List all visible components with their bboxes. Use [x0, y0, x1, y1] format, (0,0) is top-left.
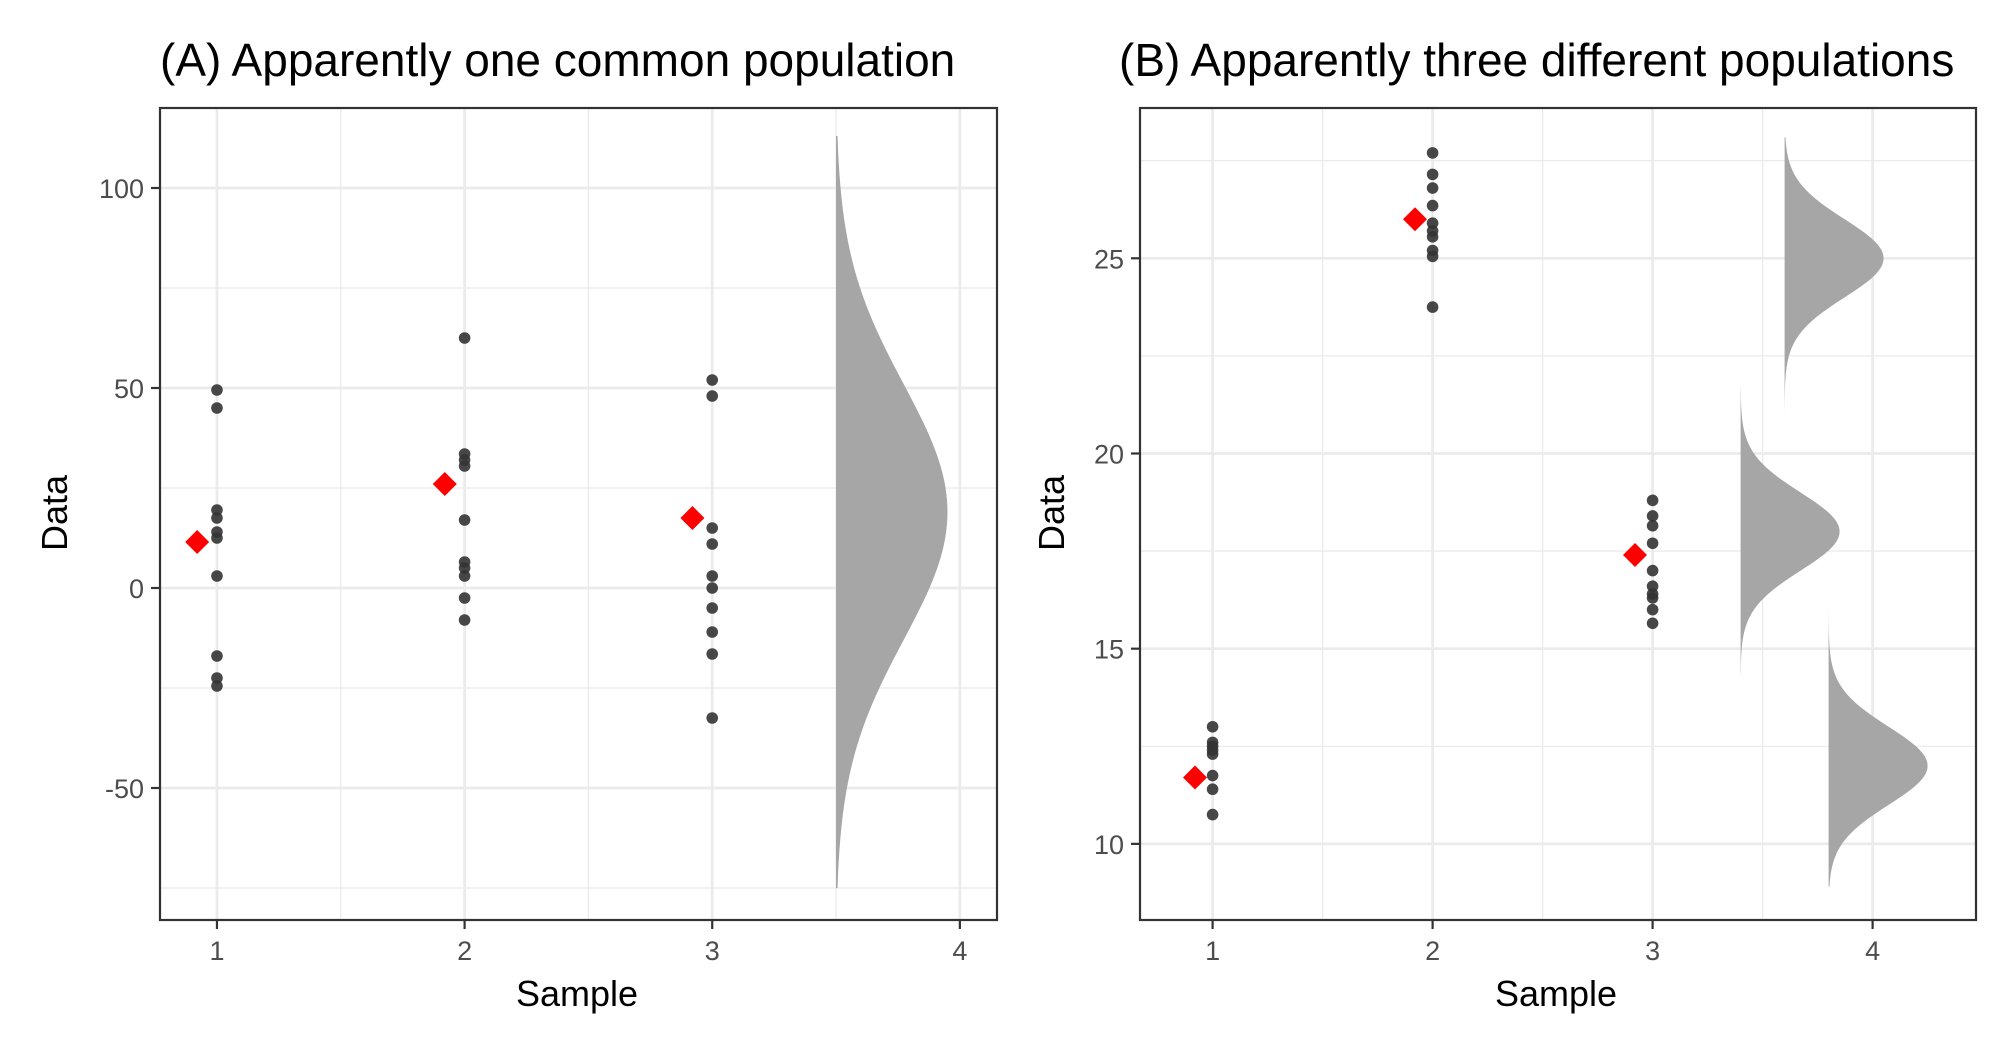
panel-a-sample-2-point	[458, 332, 471, 344]
panel-b-y-axis: 10 15 20 25	[1094, 244, 1140, 860]
panel-b-points	[1206, 147, 1659, 821]
panel-a-y-tick-label: 100	[99, 174, 144, 204]
panel-a-means	[185, 472, 705, 554]
panel-a-sample-3-point	[706, 522, 719, 534]
panel-a-y-tick-label: 0	[129, 574, 144, 604]
panel-b-y-tick-label: 20	[1094, 439, 1124, 469]
panel-a-sample-2-point	[458, 592, 471, 604]
panel-a-sample-3-point	[706, 602, 719, 614]
panel-a-x-tick-label: 3	[705, 936, 720, 966]
panel-a-sample-3-point	[706, 712, 719, 724]
panel-b-sample-1-point	[1206, 769, 1219, 782]
panel-b-x-tick-label: 3	[1645, 936, 1660, 966]
panel-b-sample-3-point	[1646, 510, 1659, 522]
panel-b-sample-3-point	[1646, 592, 1659, 604]
panel-b: (B) Apparently three different populatio…	[1031, 34, 1978, 1014]
panel-a-sample-1-mean-marker	[185, 530, 210, 554]
panel-a-sample-1-point	[211, 680, 223, 692]
panel-a-x-tick-label: 2	[457, 936, 472, 966]
panel-b-sample-3-mean-marker	[1623, 542, 1647, 567]
panel-a-density-curve	[836, 136, 948, 888]
panel-b-x-axis: 1 2 3 4	[1205, 920, 1880, 966]
panel-a-y-tick-label: 50	[114, 374, 144, 404]
panel-b-sample-3-point	[1646, 519, 1659, 532]
panel-a-points	[211, 332, 719, 724]
panel-b-density-curve	[1828, 605, 1928, 887]
panel-a: (A) Apparently one common population 1 2 3…	[34, 34, 999, 1014]
panel-a-x-tick-label: 4	[952, 936, 967, 966]
panel-b-sample-1-point	[1206, 783, 1219, 796]
panel-a-y-axis: -50 0 50 100	[99, 174, 160, 804]
panel-b-title: (B) Apparently three different populatio…	[1119, 34, 1954, 86]
panel-a-x-axis-title: Sample	[516, 973, 638, 1014]
panel-a-sample-3-point	[706, 374, 719, 386]
panel-b-x-tick-label: 1	[1205, 936, 1220, 966]
panel-b-sample-2-point	[1426, 301, 1439, 313]
panel-b-sample-2-point	[1426, 199, 1439, 212]
panel-a-x-tick-label: 1	[209, 936, 224, 966]
panel-b-y-axis-title: Data	[1031, 474, 1072, 551]
panel-a-sample-1-point	[211, 512, 223, 524]
panel-a-y-axis-title: Data	[34, 474, 75, 551]
panel-a-title: (A) Apparently one common population	[160, 34, 955, 86]
panel-a-sample-3-point	[706, 648, 719, 660]
panel-b-y-tick-label: 25	[1094, 244, 1124, 274]
panel-a-sample-1-point	[211, 402, 223, 414]
panel-a-sample-1-point	[211, 570, 223, 582]
panel-a-sample-1-point	[211, 384, 223, 396]
panel-a-sample-2-point	[458, 562, 471, 574]
panel-b-sample-2-point	[1426, 250, 1439, 263]
panel-b-sample-2-mean-marker	[1403, 207, 1427, 232]
panel-b-x-tick-label: 2	[1425, 936, 1440, 966]
panel-b-sample-3-point	[1646, 494, 1659, 507]
panel-b-y-tick-label: 15	[1094, 635, 1124, 665]
panel-a-sample-3-point	[706, 582, 719, 594]
panel-b-x-axis-title: Sample	[1495, 973, 1617, 1014]
panel-b-sample-2-point	[1426, 182, 1439, 194]
panel-b-density-curve	[1784, 137, 1884, 411]
panel-a-sample-2-point	[458, 514, 471, 526]
panel-b-x-tick-label: 4	[1865, 936, 1880, 966]
panel-a-sample-3-point	[706, 390, 719, 402]
panel-a-sample-2-mean-marker	[432, 472, 457, 496]
panel-a-sample-2-point	[458, 460, 471, 472]
panel-b-plot-area: 1 2 3 4 10 15 20 25	[1094, 106, 1978, 966]
panel-b-panel-border	[1138, 106, 1978, 922]
panel-b-sample-1-point	[1206, 720, 1219, 733]
panel-b-density-curve	[1740, 387, 1840, 677]
panel-a-sample-1-point	[211, 532, 223, 544]
panel-b-sample-3-point	[1646, 537, 1659, 550]
panel-a-densities	[836, 136, 948, 888]
panel-b-sample-3-point	[1646, 617, 1659, 630]
panel-b-y-tick-label: 10	[1094, 830, 1124, 860]
panel-a-sample-1-point	[211, 650, 223, 662]
panel-a-x-axis: 1 2 3 4	[209, 920, 967, 966]
panel-a-sample-2-point	[458, 570, 471, 582]
panel-b-sample-2-point	[1426, 231, 1439, 243]
panel-b-densities	[1740, 137, 1928, 887]
panel-a-y-tick-label: -50	[105, 774, 144, 804]
panel-a-sample-1-point	[211, 672, 223, 684]
panel-a-sample-2-point	[458, 614, 471, 626]
panel-b-sample-1-point	[1206, 748, 1219, 760]
panel-b-sample-3-point	[1646, 564, 1659, 577]
panel-b-sample-1-point	[1206, 808, 1219, 821]
panel-a-sample-1-point	[211, 504, 223, 516]
panel-b-sample-2-point	[1426, 168, 1439, 181]
panel-b-sample-1-mean-marker	[1183, 765, 1207, 790]
panel-a-sample-3-point	[706, 570, 719, 582]
panel-a-plot-area: 1 2 3 4 -50 0 50 100	[99, 106, 999, 966]
panel-b-sample-3-point	[1646, 603, 1659, 616]
panel-b-means	[1183, 207, 1647, 790]
panel-a-sample-3-mean-marker	[680, 506, 705, 530]
panel-a-panel-border	[158, 106, 999, 922]
panel-a-sample-3-point	[706, 626, 719, 638]
panel-b-sample-2-point	[1426, 147, 1439, 159]
panel-a-sample-3-point	[706, 538, 719, 550]
